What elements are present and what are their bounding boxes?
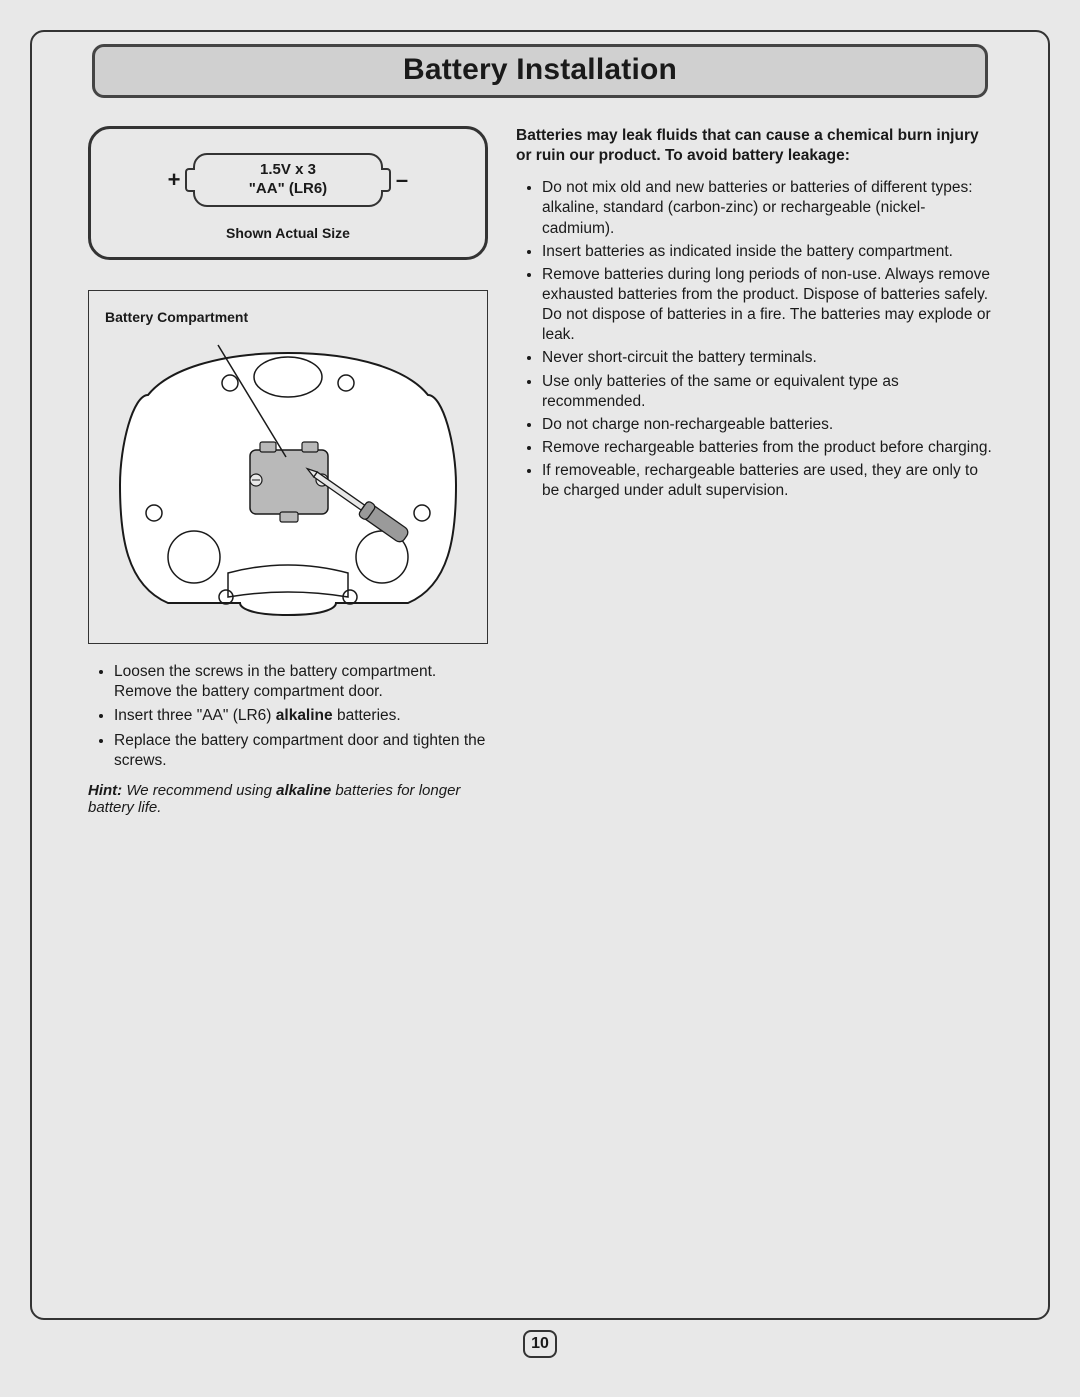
instruction-text: Replace the battery compartment door and… (114, 732, 485, 769)
instruction-text: Insert three "AA" (LR6) alkaline batteri… (114, 707, 401, 724)
list-item: Loosen the screws in the battery compart… (114, 662, 488, 703)
list-item: Use only batteries of the same or equiva… (542, 372, 992, 412)
warning-text: Do not charge non-rechargeable batteries… (542, 416, 833, 433)
warning-text: Use only batteries of the same or equiva… (542, 373, 899, 410)
hint-line: Hint: We recommend using alkaline batter… (88, 782, 488, 816)
list-item: Insert three "AA" (LR6) alkaline batteri… (114, 706, 488, 726)
battery-type: "AA" (LR6) (235, 180, 341, 199)
list-item: Insert batteries as indicated inside the… (542, 242, 992, 262)
battery-voltage: 1.5V x 3 (235, 161, 341, 180)
list-item: Remove rechargeable batteries from the p… (542, 438, 992, 458)
left-instructions: Loosen the screws in the battery compart… (88, 662, 488, 772)
list-item: If removeable, rechargeable batteries ar… (542, 461, 992, 501)
instruction-text: Loosen the screws in the battery compart… (114, 663, 436, 700)
page-number: 10 (523, 1330, 557, 1358)
warning-text: Remove rechargeable batteries from the p… (542, 439, 992, 456)
polarity-plus: + (163, 167, 185, 193)
battery-cell: 1.5V x 3 "AA" (LR6) (193, 153, 383, 207)
page-frame: Battery Installation + 1.5V x 3 "AA" (LR… (30, 30, 1050, 1320)
page-title: Battery Installation (95, 53, 985, 87)
hint-lead: Hint: (88, 782, 122, 799)
warning-heading: Batteries may leak fluids that can cause… (516, 126, 992, 166)
hint-alkaline: alkaline (276, 782, 331, 799)
warning-text: Remove batteries during long periods of … (542, 266, 991, 343)
list-item: Do not mix old and new batteries or batt… (542, 178, 992, 238)
hint-body-before: We recommend using (122, 782, 276, 799)
warning-list: Do not mix old and new batteries or batt… (516, 178, 992, 501)
battery-compartment-diagram (108, 335, 468, 625)
list-item: Never short-circuit the battery terminal… (542, 348, 992, 368)
warning-text: Do not mix old and new batteries or batt… (542, 179, 973, 236)
list-item: Remove batteries during long periods of … (542, 265, 992, 346)
list-item: Replace the battery compartment door and… (114, 731, 488, 772)
diagram-panel: Battery Compartment (88, 290, 488, 644)
title-bar: Battery Installation (92, 44, 988, 98)
battery-row: + 1.5V x 3 "AA" (LR6) – (109, 153, 467, 207)
warning-text: Insert batteries as indicated inside the… (542, 243, 953, 260)
diagram-label: Battery Compartment (105, 309, 471, 325)
battery-size-panel: + 1.5V x 3 "AA" (LR6) – Shown Actual Siz… (88, 126, 488, 260)
list-item: Do not charge non-rechargeable batteries… (542, 415, 992, 435)
polarity-minus: – (391, 167, 413, 193)
content-columns: + 1.5V x 3 "AA" (LR6) – Shown Actual Siz… (32, 126, 1048, 816)
warning-text: If removeable, rechargeable batteries ar… (542, 462, 978, 499)
warning-text: Never short-circuit the battery terminal… (542, 349, 817, 366)
right-column: Batteries may leak fluids that can cause… (516, 126, 992, 816)
left-column: + 1.5V x 3 "AA" (LR6) – Shown Actual Siz… (88, 126, 488, 816)
actual-size-label: Shown Actual Size (109, 225, 467, 241)
